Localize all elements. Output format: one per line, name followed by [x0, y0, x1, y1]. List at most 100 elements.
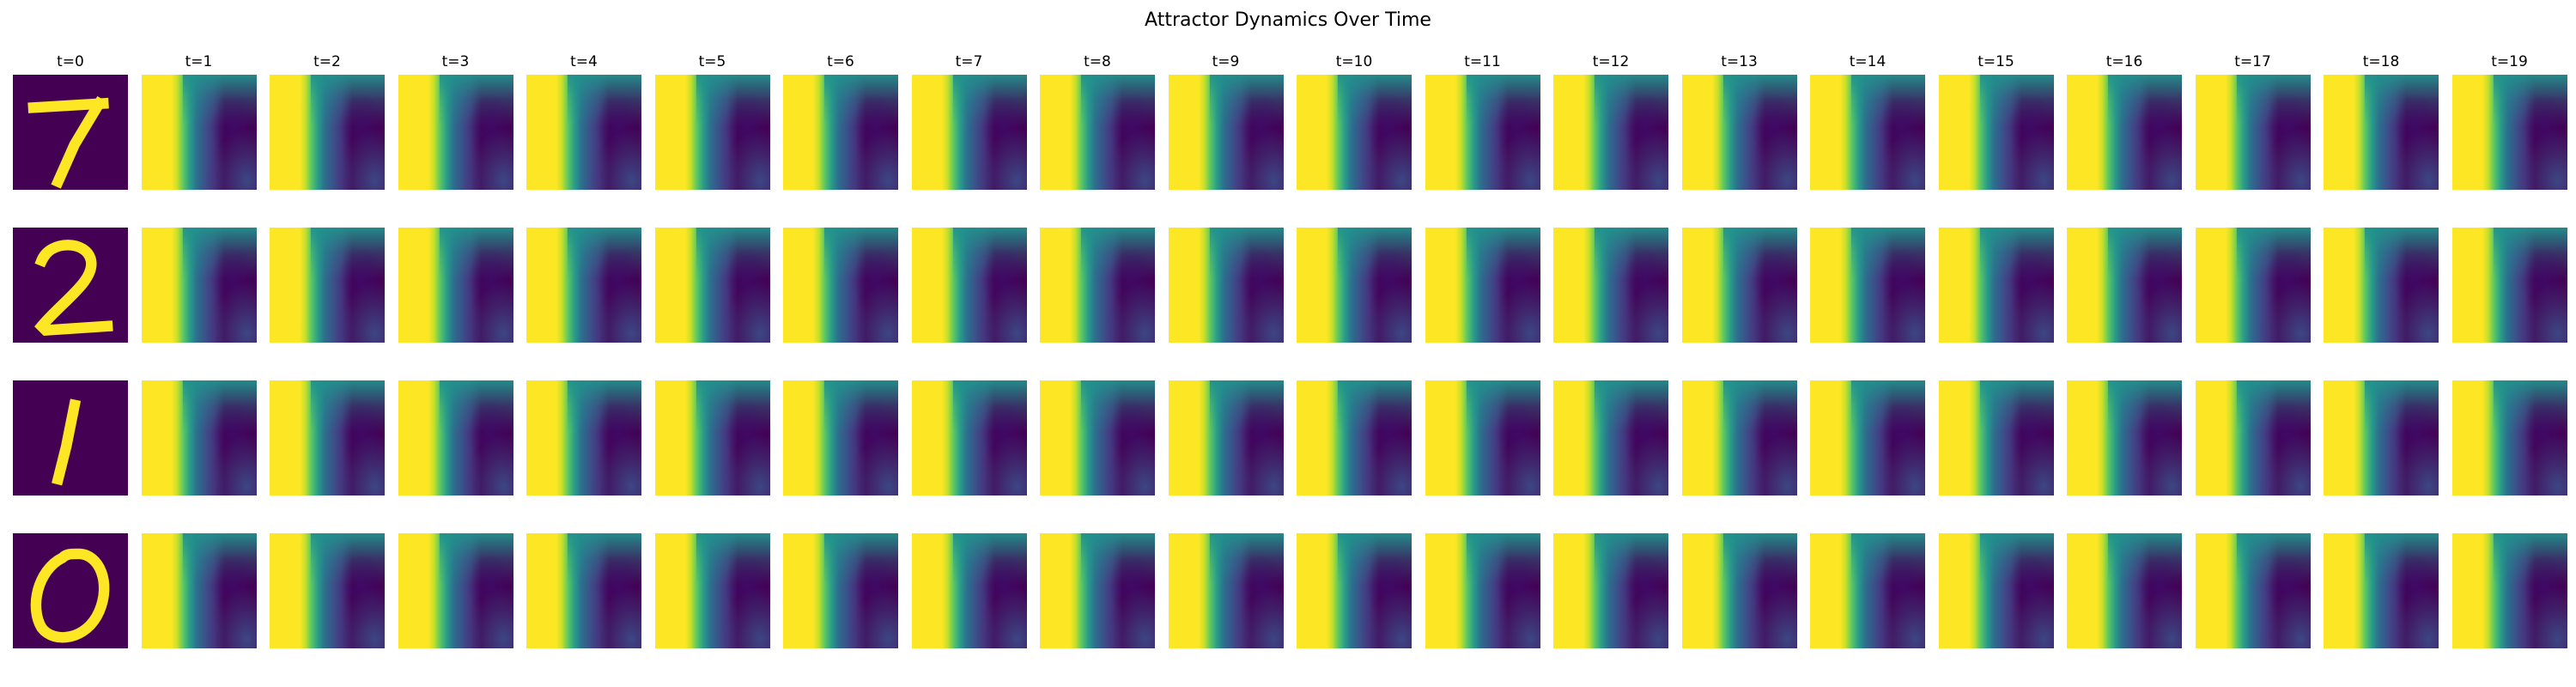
attractor-state-panel: [141, 380, 257, 495]
attractor-state-panel: [2324, 75, 2439, 190]
input-digit-panel: [13, 533, 128, 648]
attractor-state-panel: [1938, 533, 2054, 648]
attractor-state-panel: [1168, 533, 1284, 648]
column-label: t=1: [185, 53, 213, 70]
attractor-state-panel: [2324, 228, 2439, 343]
attractor-state-panel: [1297, 533, 1412, 648]
attractor-state-panel: [398, 228, 513, 343]
column-label: t=4: [570, 53, 598, 70]
attractor-state-panel: [911, 380, 1027, 495]
attractor-state-panel: [783, 533, 898, 648]
attractor-state-panel: [1168, 380, 1284, 495]
attractor-state-panel: [911, 228, 1027, 343]
attractor-state-panel: [2451, 228, 2567, 343]
attractor-state-panel: [783, 380, 898, 495]
column-label: t=14: [1849, 53, 1886, 70]
attractor-state-panel: [1425, 75, 1540, 190]
attractor-state-panel: [1938, 228, 2054, 343]
attractor-state-panel: [2067, 380, 2182, 495]
attractor-state-panel: [526, 380, 641, 495]
attractor-state-panel: [526, 533, 641, 648]
column-label: t=15: [1978, 53, 2014, 70]
attractor-state-panel: [1168, 228, 1284, 343]
attractor-state-panel: [654, 228, 770, 343]
attractor-state-panel: [398, 380, 513, 495]
column-label: t=7: [955, 53, 983, 70]
column-label: t=8: [1084, 53, 1111, 70]
attractor-state-panel: [1810, 75, 1925, 190]
attractor-state-panel: [398, 75, 513, 190]
input-digit-panel: [13, 75, 128, 190]
attractor-state-panel: [2324, 533, 2439, 648]
attractor-state-panel: [270, 228, 385, 343]
attractor-state-panel: [1810, 533, 1925, 648]
attractor-state-panel: [1681, 533, 1797, 648]
attractor-state-panel: [654, 75, 770, 190]
attractor-state-panel: [1681, 380, 1797, 495]
attractor-state-panel: [1681, 228, 1797, 343]
input-digit-panel: [13, 380, 128, 495]
attractor-state-panel: [1425, 228, 1540, 343]
attractor-state-panel: [1040, 533, 1155, 648]
column-label: t=13: [1721, 53, 1758, 70]
column-label: t=12: [1592, 53, 1630, 70]
attractor-state-panel: [1425, 533, 1540, 648]
attractor-state-panel: [1040, 228, 1155, 343]
attractor-state-panel: [1425, 380, 1540, 495]
attractor-state-panel: [1938, 380, 2054, 495]
attractor-state-panel: [1553, 380, 1668, 495]
column-label: t=10: [1335, 53, 1373, 70]
attractor-state-panel: [1297, 75, 1412, 190]
attractor-state-panel: [270, 533, 385, 648]
column-label: t=11: [1464, 53, 1501, 70]
attractor-state-panel: [911, 533, 1027, 648]
attractor-state-panel: [141, 228, 257, 343]
figure-title: Attractor Dynamics Over Time: [1145, 9, 1431, 31]
attractor-state-panel: [1553, 533, 1668, 648]
column-label: t=2: [313, 53, 341, 70]
attractor-state-panel: [654, 533, 770, 648]
attractor-state-panel: [1810, 380, 1925, 495]
column-label: t=0: [57, 53, 84, 70]
attractor-state-panel: [2195, 228, 2311, 343]
attractor-state-panel: [1297, 228, 1412, 343]
attractor-state-panel: [2195, 533, 2311, 648]
column-label: t=19: [2491, 53, 2528, 70]
attractor-state-panel: [2324, 380, 2439, 495]
attractor-state-panel: [2451, 533, 2567, 648]
attractor-state-panel: [2195, 75, 2311, 190]
attractor-state-panel: [398, 533, 513, 648]
attractor-state-panel: [1553, 75, 1668, 190]
attractor-state-panel: [2067, 228, 2182, 343]
attractor-state-panel: [1938, 75, 2054, 190]
attractor-state-panel: [1168, 75, 1284, 190]
attractor-state-panel: [1810, 228, 1925, 343]
attractor-state-panel: [2451, 380, 2567, 495]
attractor-state-panel: [2067, 533, 2182, 648]
attractor-state-panel: [783, 75, 898, 190]
attractor-state-panel: [526, 75, 641, 190]
attractor-state-panel: [1681, 75, 1797, 190]
attractor-state-panel: [1040, 380, 1155, 495]
attractor-state-panel: [2195, 380, 2311, 495]
column-label: t=16: [2105, 53, 2143, 70]
input-digit-panel: [13, 228, 128, 343]
column-label: t=9: [1212, 53, 1240, 70]
attractor-state-panel: [1040, 75, 1155, 190]
attractor-state-panel: [2451, 75, 2567, 190]
attractor-state-panel: [1553, 228, 1668, 343]
attractor-state-panel: [270, 75, 385, 190]
column-label: t=5: [698, 53, 726, 70]
attractor-state-panel: [1297, 380, 1412, 495]
attractor-state-panel: [911, 75, 1027, 190]
attractor-state-panel: [141, 75, 257, 190]
attractor-state-panel: [2067, 75, 2182, 190]
column-label: t=3: [441, 53, 470, 70]
attractor-state-panel: [654, 380, 770, 495]
attractor-state-panel: [526, 228, 641, 343]
column-label: t=18: [2362, 53, 2400, 70]
attractor-state-panel: [141, 533, 257, 648]
attractor-state-panel: [270, 380, 385, 495]
column-label: t=6: [827, 53, 854, 70]
column-label: t=17: [2234, 53, 2271, 70]
